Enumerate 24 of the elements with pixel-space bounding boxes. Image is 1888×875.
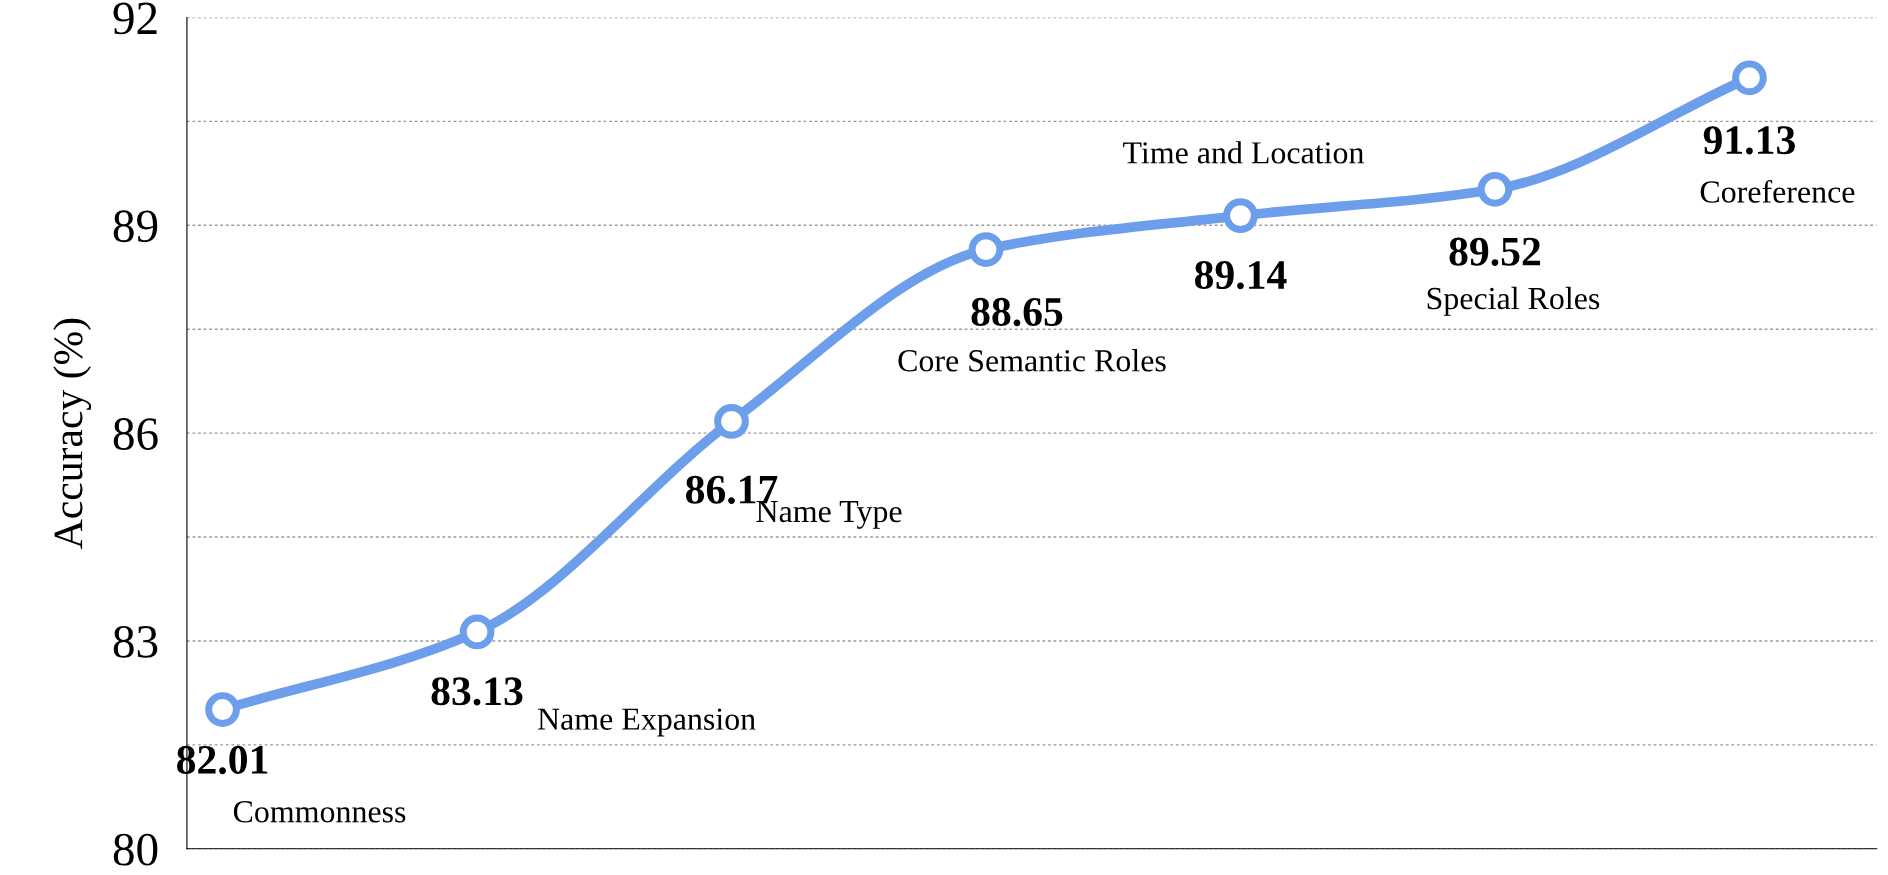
point: [968, 232, 1004, 267]
annotation: Coreference: [1700, 179, 1855, 203]
annotation: Name Expansion: [537, 708, 756, 737]
y-tick-label: 80: [113, 833, 158, 866]
point: [714, 403, 749, 439]
data-label: 91.13: [1703, 126, 1795, 155]
point: [1223, 198, 1258, 233]
data-label: 83.13: [431, 677, 523, 706]
y-tick-label: 83: [113, 625, 158, 658]
point: [205, 692, 240, 727]
y-tick-label: 92: [113, 2, 157, 35]
data-label: 89.52: [1449, 237, 1541, 266]
y-tick-label: 86: [113, 418, 158, 450]
point: [1477, 171, 1513, 207]
annotation: Commonness: [233, 801, 406, 823]
data-label: 88.65: [971, 297, 1063, 327]
point: [459, 614, 495, 650]
annotation: Special Roles: [1427, 286, 1600, 316]
y-tick-label: 89: [113, 210, 158, 243]
y-axis-title: Accuracy (%): [53, 318, 92, 549]
data-label: 89.14: [1194, 260, 1287, 290]
annotation: Core Semantic Roles: [898, 349, 1166, 372]
point: [1732, 60, 1767, 96]
annotation: Time and Location: [1123, 141, 1364, 164]
